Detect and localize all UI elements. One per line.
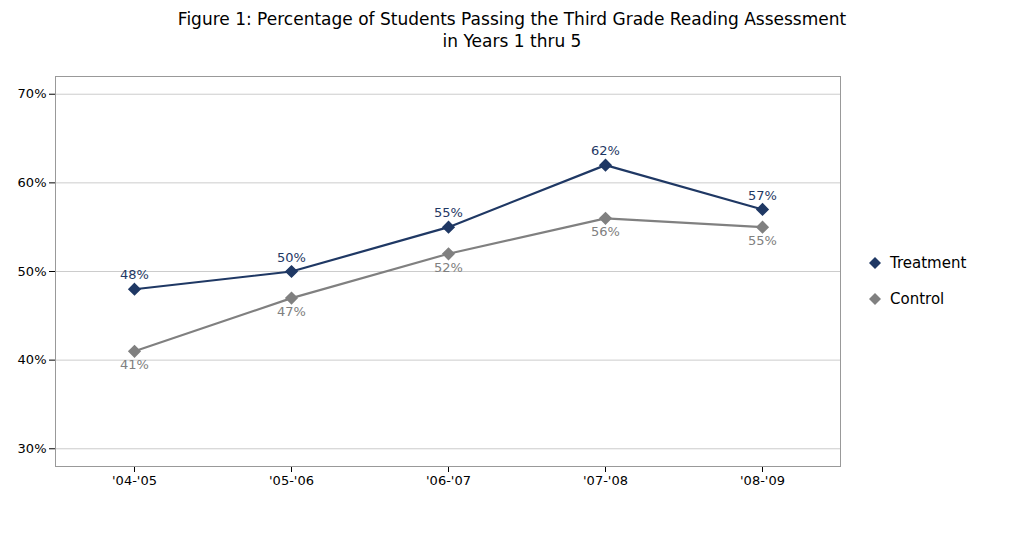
svg-text:'05-'06: '05-'06: [269, 473, 314, 488]
svg-text:50%: 50%: [18, 264, 47, 279]
html-text:Control: Control: [890, 290, 945, 309]
svg-text:47%: 47%: [277, 304, 306, 319]
svg-text:41%: 41%: [120, 358, 149, 373]
svg-text:50%: 50%: [277, 250, 306, 265]
svg-text:'08-'09: '08-'09: [740, 473, 785, 488]
svg-text:70%: 70%: [18, 87, 47, 102]
svg-text:'07-'08: '07-'08: [583, 473, 628, 488]
html-text:Treatment: Treatment: [890, 254, 967, 273]
svg-text:60%: 60%: [18, 175, 47, 190]
svg-text:57%: 57%: [748, 188, 777, 203]
svg-text:48%: 48%: [120, 268, 149, 283]
svg-text:56%: 56%: [591, 225, 620, 240]
svg-text:40%: 40%: [18, 352, 47, 367]
svg-text:55%: 55%: [748, 234, 777, 249]
svg-text:55%: 55%: [434, 206, 463, 221]
html-text:Figure 1: Percentage of Studen: Figure 1: Percentage of Students Passing…: [177, 9, 847, 52]
svg-text:52%: 52%: [434, 260, 463, 275]
svg-text:'06-'07: '06-'07: [426, 473, 471, 488]
svg-text:'04-'05: '04-'05: [112, 473, 157, 488]
svg-text:30%: 30%: [18, 441, 47, 456]
svg-text:62%: 62%: [591, 143, 620, 158]
